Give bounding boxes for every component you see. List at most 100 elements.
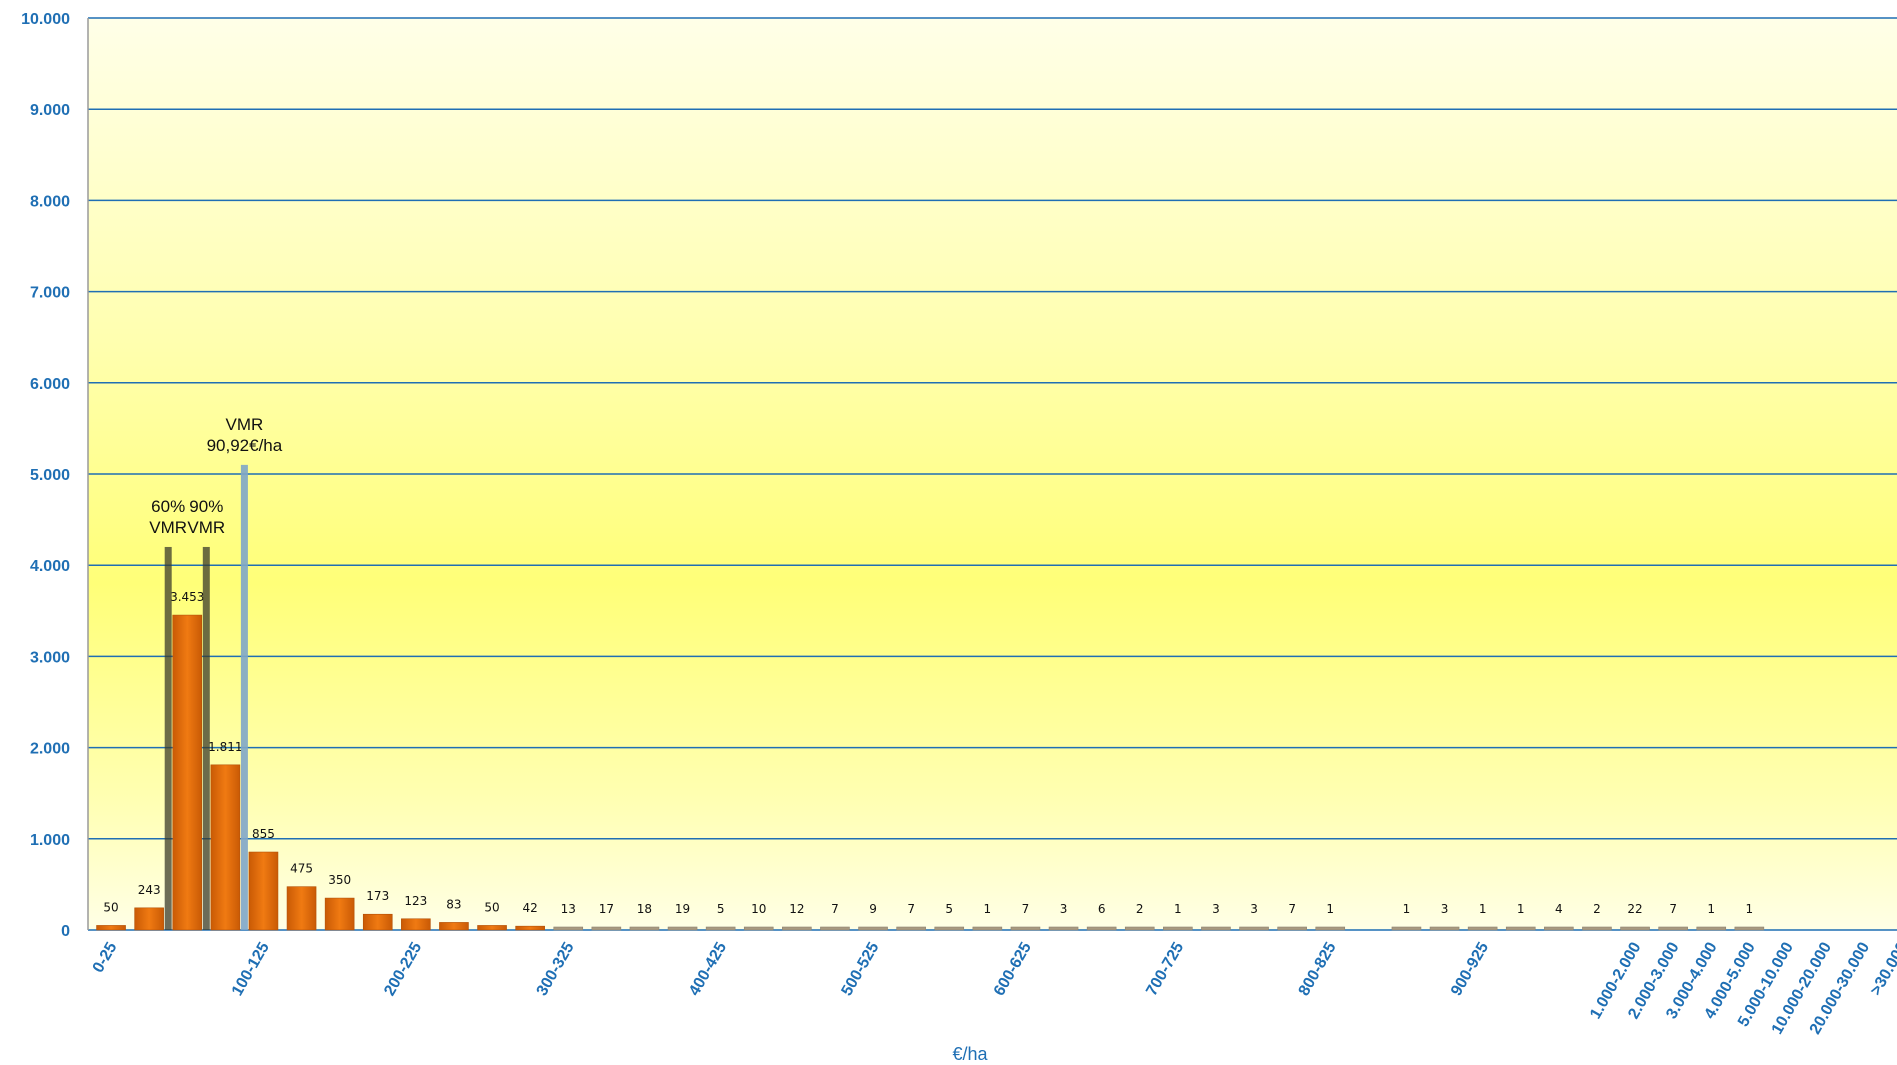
bar: [324, 897, 355, 931]
data-label: 1: [1517, 902, 1525, 916]
data-label: 243: [138, 883, 161, 897]
data-label: 350: [328, 873, 351, 887]
y-tick-label: 9.000: [30, 102, 70, 119]
bar: [439, 922, 469, 931]
data-label: 1: [1174, 902, 1182, 916]
bar: [1658, 926, 1688, 931]
data-label: 5: [717, 902, 725, 916]
x-axis-tick-labels: 0-25 100-125 200-225 300-325 400-425 500-525 6…: [90, 939, 1897, 1037]
data-label: 123: [404, 894, 427, 908]
bar: [1201, 926, 1231, 931]
bar: [1734, 926, 1765, 931]
bar: [401, 918, 431, 931]
vmr-marker-line: [240, 464, 248, 930]
data-label: 1: [1326, 902, 1334, 916]
data-label: 3: [1212, 902, 1220, 916]
bar: [515, 925, 545, 931]
data-label: 1: [984, 902, 992, 916]
y-tick-label: 10.000: [21, 11, 70, 28]
bar: [1086, 926, 1117, 931]
x-axis-label: €/ha: [952, 1044, 988, 1064]
bar: [972, 926, 1003, 931]
bar: [743, 926, 774, 931]
data-label: 19: [675, 902, 690, 916]
data-label: 9: [869, 902, 877, 916]
data-label: 5: [945, 902, 953, 916]
bar: [858, 926, 888, 931]
data-label: 475: [290, 862, 313, 876]
data-label: 3: [1250, 902, 1258, 916]
bar: [896, 926, 926, 931]
x-tick-label: 200-225: [381, 939, 425, 998]
x-tick-label: 600-625: [991, 939, 1035, 998]
x-tick-label: 0-25: [90, 939, 121, 975]
data-label: 7: [907, 902, 915, 916]
bar: [248, 851, 279, 931]
data-label: 7: [1022, 902, 1030, 916]
vmr-marker-line: [164, 546, 172, 930]
bar: [477, 925, 507, 931]
data-label: 83: [446, 897, 461, 911]
bar: [1429, 926, 1460, 931]
x-tick-label: 400-425: [686, 939, 730, 998]
data-label: 12: [789, 902, 804, 916]
x-tick-label: 900-925: [1448, 939, 1492, 998]
y-tick-label: 0: [61, 923, 70, 940]
bar: [1048, 926, 1079, 931]
bar: [1696, 926, 1727, 931]
bar: [1391, 926, 1422, 931]
bar: [134, 907, 164, 931]
bar: [591, 926, 622, 931]
data-label: 50: [103, 900, 118, 914]
bar: [1239, 926, 1269, 931]
bar: [1315, 926, 1346, 931]
data-label: 3.453: [170, 590, 204, 604]
vmr-annotation: VMR: [226, 415, 264, 434]
data-label: 7: [1288, 902, 1296, 916]
bars: [96, 614, 1765, 931]
bar: [1620, 926, 1650, 931]
vmr-annotation: VMR: [149, 518, 187, 537]
y-tick-label: 2.000: [30, 741, 70, 758]
y-tick-label: 6.000: [30, 376, 70, 393]
data-label: 6: [1098, 902, 1106, 916]
data-label: 173: [366, 889, 389, 903]
data-label: 1: [1403, 902, 1411, 916]
y-tick-label: 8.000: [30, 193, 70, 210]
data-label: 13: [561, 902, 576, 916]
data-label: 1: [1707, 902, 1715, 916]
bar: [820, 926, 850, 931]
data-label: 7: [1669, 902, 1677, 916]
vmr-marker-line: [202, 546, 210, 930]
vmr-annotation: 90%: [189, 497, 223, 516]
y-tick-label: 3.000: [30, 649, 70, 666]
bar: [1582, 926, 1612, 931]
bar: [1467, 926, 1498, 931]
data-label: 17: [599, 902, 614, 916]
data-label: 1: [1746, 902, 1754, 916]
data-label: 3: [1060, 902, 1068, 916]
data-label: 2: [1593, 902, 1601, 916]
bar: [362, 913, 393, 931]
bar: [705, 926, 736, 931]
y-axis-tick-labels: 0 1.000 2.000 3.000 4.000 5.000 6.000 7.000 8.00…: [21, 11, 70, 940]
data-label: 10: [751, 902, 766, 916]
data-label: 7: [831, 902, 839, 916]
data-label: 855: [252, 827, 275, 841]
bar: [286, 886, 317, 931]
data-label: 22: [1627, 902, 1642, 916]
x-tick-label: 300-325: [534, 939, 578, 998]
bar: [1544, 926, 1574, 931]
data-label: 3: [1441, 902, 1449, 916]
bar: [1163, 926, 1193, 931]
x-tick-label: 700-725: [1143, 939, 1187, 998]
y-tick-label: 1.000: [30, 832, 70, 849]
x-tick-label: 500-525: [838, 939, 882, 998]
bar: [782, 926, 812, 931]
data-label: 42: [523, 901, 538, 915]
bar: [210, 764, 241, 931]
vmr-annotation: 60%: [151, 497, 185, 516]
data-label: 1: [1479, 902, 1487, 916]
